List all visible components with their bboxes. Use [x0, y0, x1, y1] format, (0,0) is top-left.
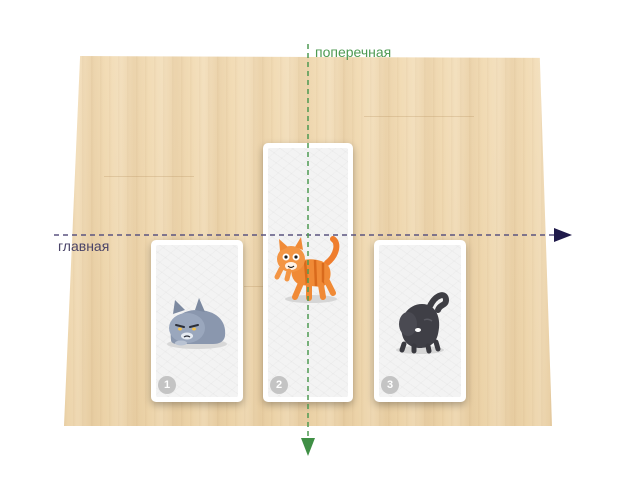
card-number-badge: 2 [270, 376, 288, 394]
grumpy-gray-cat-icon [167, 298, 227, 349]
orange-tabby-cat-icon [274, 236, 340, 303]
card-1: 1 [151, 240, 243, 402]
card-number-badge: 1 [158, 376, 176, 394]
card-number-badge: 3 [381, 376, 399, 394]
main-axis-arrow-icon [554, 228, 572, 242]
cross-axis-label: поперечная [315, 44, 392, 60]
cross-axis-arrow-icon [301, 438, 315, 456]
black-cat-icon [396, 292, 450, 354]
main-axis-label: главная [58, 238, 110, 254]
card-3: 3 [374, 240, 466, 402]
